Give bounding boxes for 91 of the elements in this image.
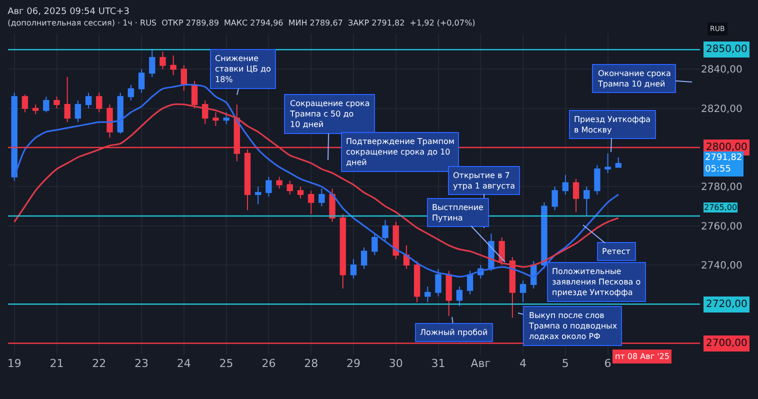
x-tick-label: 30 [388, 357, 403, 370]
y-tick-label: 2820,00 [701, 104, 742, 115]
candlestick [138, 68, 145, 94]
candlestick [170, 55, 176, 76]
ref-line-label: 2850,00 [706, 44, 748, 55]
candlestick [414, 260, 420, 303]
candlestick [160, 51, 166, 70]
candlestick [615, 156, 622, 168]
candlestick [498, 237, 505, 266]
candlestick [509, 256, 516, 318]
candlestick [403, 244, 410, 270]
y-tick-label: 2740,00 [701, 260, 742, 272]
candlestick [106, 104, 113, 138]
candlestick [466, 270, 474, 295]
candlestick [604, 152, 611, 174]
annotation: Положительные заявления Пескова о приезде Уиткоффа [552, 267, 641, 297]
candlestick [223, 112, 230, 125]
candlestick [180, 64, 188, 92]
candlestick [594, 164, 600, 195]
candlestick [149, 49, 156, 78]
x-tick-label: Авг [470, 357, 491, 370]
y-tick-label: 2760,00 [701, 221, 742, 232]
ref-line-label: 2800,00 [706, 142, 748, 153]
x-tick-label: 21 [50, 357, 64, 370]
x-tick-label: 28 [304, 357, 318, 370]
x-tick-label: 29 [346, 357, 360, 370]
candlestick [128, 84, 134, 102]
x-tick-label: 4 [520, 357, 527, 370]
candlestick [350, 258, 357, 280]
x-tick-label: 5 [562, 357, 569, 370]
candlestick [11, 92, 18, 182]
candlestick [54, 96, 60, 109]
candlestick [74, 100, 82, 123]
candlestick [266, 176, 272, 197]
candlestick [212, 112, 219, 126]
candlestick [392, 221, 399, 260]
candlestick [329, 188, 336, 222]
candlestick [552, 186, 558, 211]
y-tick-label: 2840,00 [701, 64, 742, 76]
x-tick-label: 19 [7, 357, 22, 370]
candlestick [276, 176, 282, 190]
x-tick-label: 22 [92, 357, 106, 370]
annotation: Приезд Уиткоффа в Москву [574, 115, 651, 134]
candlestick [360, 246, 368, 270]
x-tick-label: 23 [134, 357, 149, 370]
candlestick [382, 219, 388, 242]
annotation: Выкуп после слов Трампа о подводных лодках около РФ [528, 311, 618, 341]
annotation: Ложный пробой [420, 328, 488, 337]
annotation: пт 08 Авг '25 [615, 352, 670, 361]
annotation: Сокращение срока Трампа с 50 до 10 дней [289, 99, 370, 129]
candlestick [446, 270, 452, 316]
candlestick [255, 186, 262, 205]
candlestick [85, 92, 92, 109]
x-tick-label: 25 [219, 357, 234, 370]
candlestick [191, 80, 198, 109]
candlestick [308, 190, 314, 215]
x-tick-label: 6 [604, 357, 612, 370]
annotation: Открытие в 7 утра 1 августа [453, 171, 516, 190]
candlestick [520, 280, 526, 303]
candlestick [435, 268, 442, 297]
candlestick [340, 214, 346, 289]
candlestick [43, 96, 50, 113]
candlestick [456, 286, 463, 307]
ref-line-label: 2765,00 [704, 203, 738, 212]
candlestick [32, 104, 39, 115]
chart-title: Авг 06, 2025 09:54 UTC+3 [8, 6, 130, 17]
x-tick-label: 26 [262, 357, 276, 370]
ref-line-label: 2720,00 [706, 299, 748, 310]
annotation: Ретест [602, 247, 631, 256]
candlestick [96, 92, 102, 113]
x-tick-label: 31 [431, 357, 446, 370]
candlestick [572, 178, 580, 213]
candlestick [297, 186, 304, 199]
annotation: Окончание срока Трампа 10 дней [597, 69, 671, 88]
candlestick [318, 188, 325, 207]
annotation: Выстпление Путина [432, 203, 484, 222]
candlestick [562, 174, 569, 195]
y-tick-label: 2780,00 [701, 182, 742, 194]
text: 2791,82 05:55 [705, 153, 742, 175]
ref-line-label: 2700,00 [706, 338, 748, 349]
x-tick-label: 24 [176, 357, 191, 370]
annotation: Подтверждение Трампом сокращение срока до 10 дней [346, 137, 454, 167]
candlestick [372, 233, 378, 256]
annotation: Снижение ставки ЦБ до 18% [215, 54, 272, 84]
candlestick [424, 286, 431, 303]
candlestick [64, 76, 70, 123]
candlestick [22, 94, 28, 113]
chart-subtitle: (дополнительная сессия) · 1ч · RUS ОТКР 2789,89 МАКС 2794,96 МИН 2789,67 ЗАКР 2791,82 +1,92 (+0,07%) [8, 18, 476, 28]
candlestick [117, 92, 124, 134]
candlestick [584, 186, 590, 217]
candlestick [286, 180, 293, 195]
